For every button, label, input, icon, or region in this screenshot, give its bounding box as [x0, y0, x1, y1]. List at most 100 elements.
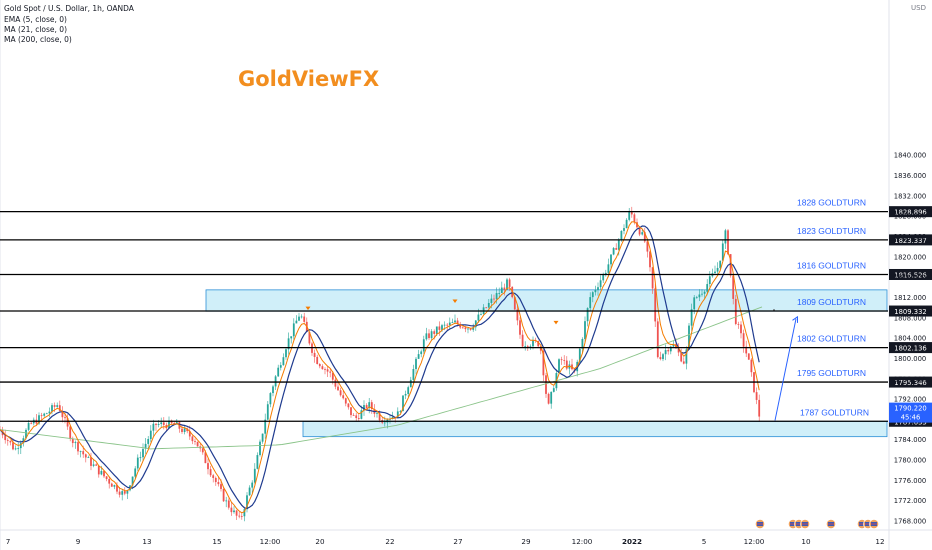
candle-body: [641, 232, 644, 235]
candle-body: [402, 395, 404, 412]
candle-body: [420, 351, 423, 355]
candle-body: [495, 293, 498, 300]
level-label: 1828 GOLDTURN: [797, 198, 866, 208]
candle-body: [620, 230, 623, 240]
candle-body: [162, 422, 165, 425]
candle-body: [243, 509, 246, 517]
candle-body: [298, 316, 300, 321]
candle-body: [230, 507, 233, 513]
projection-arrow[interactable]: [774, 318, 797, 421]
candle-body: [586, 308, 589, 322]
candle-body: [524, 346, 527, 347]
price-axis-tick: 1784.000: [894, 436, 926, 444]
candle-body: [240, 516, 243, 517]
level-label: 1787 GOLDTURN: [800, 407, 869, 417]
candle-body: [103, 470, 105, 477]
candle-body: [685, 349, 688, 364]
candle-body: [22, 438, 25, 444]
candle-body: [727, 230, 729, 255]
brand-watermark: GoldViewFX: [238, 67, 380, 91]
candle-body: [404, 394, 407, 396]
candle-body: [357, 418, 360, 419]
level-price-tag: [889, 342, 932, 354]
candle-body: [456, 320, 459, 325]
level-price-tag-text: 1809.332: [894, 308, 926, 316]
price-axis-tick: 1792.000: [894, 396, 926, 404]
currency-unit-label[interactable]: USD: [911, 4, 926, 12]
candle-body: [448, 322, 451, 326]
candle-body: [547, 393, 550, 404]
candle-body: [123, 491, 126, 494]
candle-body: [532, 339, 534, 347]
candle-body: [147, 438, 150, 444]
time-axis-tick: 7: [6, 537, 11, 546]
candle-body: [61, 410, 64, 418]
candle-body: [352, 415, 355, 416]
candle-body: [204, 452, 207, 464]
time-axis-tick: 29: [521, 537, 531, 546]
candle-body: [261, 433, 264, 442]
candle-body: [425, 333, 428, 340]
candle-body: [118, 491, 121, 495]
candle-body: [539, 346, 542, 351]
candle-body: [51, 405, 53, 412]
candle-body: [526, 346, 529, 348]
candle-body: [651, 267, 654, 289]
candle-body: [610, 254, 612, 265]
candle-body: [693, 297, 696, 310]
candle-body: [469, 328, 472, 330]
candle-body: [84, 454, 87, 458]
candle-body: [144, 443, 147, 449]
candle-body: [698, 294, 701, 298]
candle-body: [409, 379, 412, 388]
candle-body: [589, 297, 592, 309]
candle-body: [225, 500, 228, 502]
level-price-tag-text: 1816.526: [894, 271, 926, 279]
candle-body: [454, 320, 456, 323]
candle-body: [248, 487, 251, 496]
candle-body: [329, 371, 332, 373]
candle-body: [446, 324, 449, 326]
candle-body: [490, 298, 493, 303]
indicator-ma200-label[interactable]: MA (200, close, 0): [4, 35, 72, 44]
candle-body: [347, 403, 350, 408]
candle-body: [500, 287, 503, 294]
candle-body: [74, 442, 77, 444]
candle-body: [565, 360, 568, 369]
candle-body: [12, 442, 14, 450]
candle-body: [703, 291, 706, 294]
candle-body: [643, 232, 646, 242]
chart-symbol-title: Gold Spot / U.S. Dollar, 1h, OANDA: [4, 4, 134, 13]
candle-body: [654, 288, 657, 322]
indicator-ma21-label[interactable]: MA (21, close, 0): [4, 25, 68, 34]
candle-body: [625, 219, 628, 229]
candle-body: [430, 331, 433, 339]
level-label: 1816 GOLDTURN: [797, 260, 866, 270]
candle-body: [48, 411, 51, 414]
price-axis-tick: 1808.000: [894, 314, 926, 322]
candle-body: [513, 297, 516, 310]
level-label: 1823 GOLDTURN: [797, 226, 866, 236]
candle-body: [196, 441, 199, 447]
candle-body: [339, 390, 342, 396]
candle-body: [97, 465, 100, 475]
indicator-ema-label[interactable]: EMA (5, close, 0): [4, 15, 67, 24]
candle-body: [368, 402, 371, 409]
candle-body: [529, 346, 532, 348]
candle-body: [186, 428, 189, 432]
candle-body: [160, 422, 163, 425]
candle-body: [17, 448, 20, 449]
candle-body: [139, 457, 142, 459]
current-price-tag[interactable]: [889, 402, 932, 423]
candle-body: [396, 411, 399, 419]
candle-body: [222, 488, 225, 502]
candle-body: [77, 442, 79, 452]
candle-body: [451, 322, 454, 324]
candle-body: [43, 413, 46, 416]
candle-body: [227, 500, 230, 508]
candle-body: [71, 439, 74, 444]
candle-body: [79, 451, 82, 452]
candle-body: [623, 228, 625, 231]
candle-body: [729, 254, 732, 276]
